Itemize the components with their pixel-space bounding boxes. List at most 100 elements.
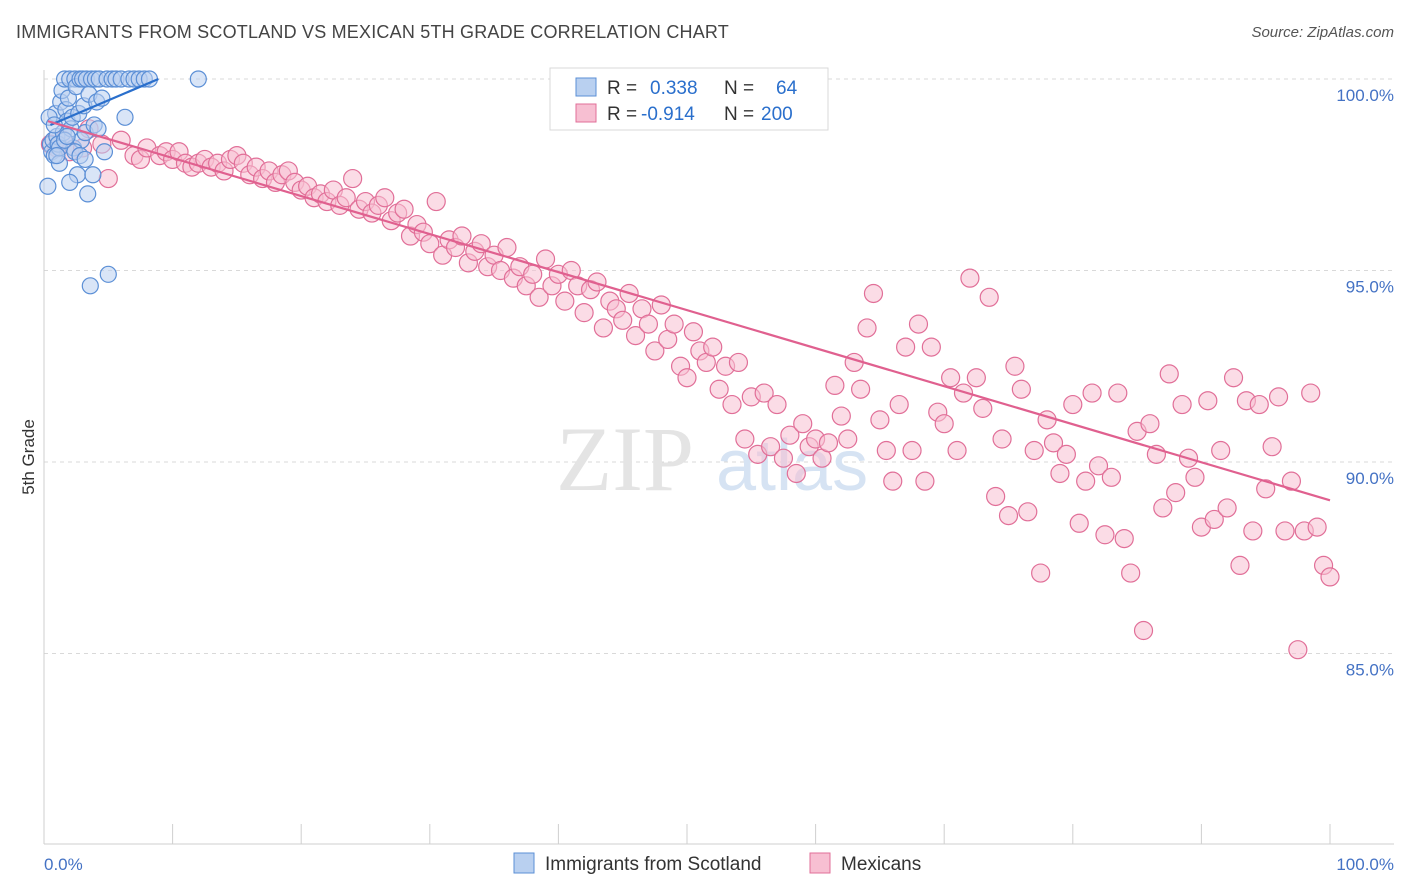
data-point (966, 368, 986, 388)
x-ticks (43, 824, 1331, 844)
x-tick-label-min: 0.0% (44, 855, 83, 874)
data-point (786, 463, 806, 484)
data-point (1301, 383, 1321, 403)
bottom-legend-label-scotland: Immigrants from Scotland (545, 854, 761, 875)
data-point (793, 414, 813, 434)
data-point (760, 437, 781, 457)
data-point (1211, 440, 1231, 461)
data-point (1223, 368, 1244, 388)
legend-r-value-scotland: 0.338 (650, 78, 698, 99)
data-point (1230, 555, 1250, 576)
source-label: Source: ZipAtlas.com (1251, 24, 1394, 41)
data-point (1121, 563, 1141, 583)
legend-n-label-scotland: N = (724, 78, 754, 99)
data-point (452, 226, 472, 246)
data-point (529, 287, 549, 307)
legend-n-value-mexicans: 200 (761, 104, 793, 125)
y-tick-label: 100.0% (1336, 86, 1394, 105)
data-point (1185, 467, 1205, 487)
data-point (825, 375, 845, 395)
legend-n-value-scotland: 64 (776, 78, 798, 99)
data-point (1095, 525, 1115, 545)
data-point (709, 379, 729, 399)
data-point (394, 199, 414, 219)
data-point (1056, 444, 1076, 464)
y-tick-labels: 85.0% 90.0% 95.0% 100.0% (1336, 86, 1394, 680)
data-point (1198, 391, 1218, 411)
data-point (986, 486, 1006, 507)
y-tick-label: 85.0% (1346, 661, 1394, 680)
mexicans-points (40, 119, 1340, 660)
data-point (523, 264, 543, 284)
legend-n-label-mexicans: N = (724, 104, 754, 125)
data-point (934, 414, 954, 434)
data-point (818, 433, 839, 453)
data-point (722, 394, 742, 415)
data-point (58, 127, 76, 146)
data-point (1069, 513, 1089, 533)
data-point (555, 291, 575, 311)
data-point (426, 191, 446, 212)
bottom-legend-label-mexicans: Mexicans (841, 854, 921, 875)
data-point (1088, 456, 1109, 476)
y-axis-label: 5th Grade (19, 419, 38, 495)
data-point (1076, 471, 1096, 491)
data-point (189, 70, 207, 88)
data-point (1043, 433, 1064, 453)
axes (43, 70, 1394, 845)
data-point (921, 337, 941, 357)
data-point (645, 341, 665, 361)
data-point (343, 168, 363, 189)
data-point (883, 471, 903, 491)
data-point (375, 188, 395, 208)
data-point (831, 406, 851, 426)
data-point (81, 277, 99, 295)
data-point (1166, 483, 1186, 503)
data-point (992, 429, 1012, 449)
data-point (773, 448, 794, 468)
trend-lines (47, 77, 1331, 502)
data-point (870, 410, 890, 430)
data-point (876, 440, 896, 461)
data-point (625, 326, 646, 346)
trend-line-scotland (49, 77, 159, 126)
data-point (908, 314, 929, 334)
data-point (941, 368, 961, 388)
data-point (1268, 387, 1289, 407)
data-point (1262, 437, 1282, 457)
data-point (1159, 364, 1179, 384)
data-point (1108, 383, 1128, 403)
data-point (780, 425, 800, 445)
data-point (947, 440, 967, 461)
data-point (915, 471, 935, 491)
data-point (1018, 502, 1038, 522)
legend-r-label-scotland: R = (607, 78, 637, 99)
data-point (1050, 463, 1070, 484)
data-point (99, 265, 117, 283)
data-point (1114, 528, 1134, 549)
data-point (973, 398, 993, 418)
data-point (1031, 563, 1051, 583)
data-point (838, 429, 858, 449)
data-point (84, 166, 102, 184)
data-point (48, 147, 66, 165)
data-point (896, 337, 916, 357)
legend-swatch-scotland (575, 77, 597, 97)
data-point (683, 322, 704, 342)
data-point (857, 318, 877, 338)
data-point (1243, 521, 1263, 541)
data-point (1281, 471, 1302, 491)
scotland-points (39, 70, 207, 295)
data-point (767, 394, 787, 415)
data-point (677, 368, 697, 388)
data-point (1037, 410, 1057, 430)
data-point (116, 108, 134, 126)
data-point (76, 150, 94, 169)
data-point (613, 310, 633, 330)
data-point (902, 440, 922, 461)
stats-legend: R = 0.338 N = 64 R = -0.914 N = 200 (549, 67, 829, 131)
data-point (979, 287, 999, 307)
bottom-legend-swatch-scotland (513, 852, 535, 874)
data-point (1320, 567, 1340, 587)
